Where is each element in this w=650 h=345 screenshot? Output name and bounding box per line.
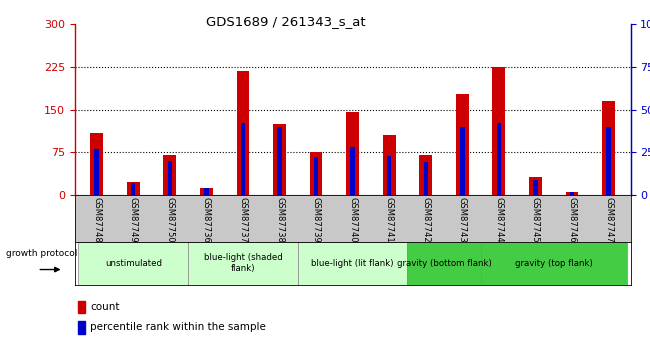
Text: GSM87740: GSM87740 (348, 197, 357, 243)
Text: GSM87742: GSM87742 (421, 197, 430, 243)
Bar (480, 241, 627, 285)
Bar (273, 124, 286, 195)
Text: GSM87750: GSM87750 (165, 197, 174, 243)
Bar (566, 192, 578, 195)
Text: GSM87737: GSM87737 (239, 197, 248, 243)
Bar (200, 188, 213, 195)
Bar (383, 135, 396, 195)
Bar (168, 161, 172, 195)
Bar (606, 127, 611, 195)
Text: GSM87748: GSM87748 (92, 197, 101, 243)
Bar (309, 152, 322, 195)
Bar (350, 147, 355, 195)
Bar (188, 241, 298, 285)
Bar (90, 134, 103, 195)
Text: GSM87746: GSM87746 (567, 197, 577, 243)
Bar (456, 93, 469, 195)
Text: blue-light (shaded
flank): blue-light (shaded flank) (203, 253, 282, 273)
Bar (163, 155, 176, 195)
Bar (419, 155, 432, 195)
Text: gravity (top flank): gravity (top flank) (515, 258, 593, 268)
Text: percentile rank within the sample: percentile rank within the sample (90, 322, 266, 332)
Text: GDS1689 / 261343_s_at: GDS1689 / 261343_s_at (206, 16, 366, 29)
Bar (497, 123, 501, 195)
Text: count: count (90, 302, 120, 312)
Bar (78, 301, 85, 313)
Bar (387, 156, 391, 195)
Bar (493, 67, 505, 195)
Bar (314, 157, 318, 195)
Text: blue-light (lit flank): blue-light (lit flank) (311, 258, 394, 268)
Bar (298, 241, 408, 285)
Bar (237, 71, 250, 195)
Bar (240, 123, 245, 195)
Bar (460, 127, 465, 195)
Bar (346, 112, 359, 195)
Text: GSM87741: GSM87741 (385, 197, 394, 243)
Bar (204, 188, 209, 195)
Bar (278, 127, 281, 195)
Text: GSM87743: GSM87743 (458, 197, 467, 243)
Text: GSM87739: GSM87739 (311, 197, 320, 243)
Bar (408, 241, 480, 285)
Text: GSM87745: GSM87745 (531, 197, 540, 243)
Text: GSM87736: GSM87736 (202, 197, 211, 243)
Bar (529, 177, 542, 195)
Text: GSM87738: GSM87738 (275, 197, 284, 243)
Bar (602, 101, 615, 195)
Text: GSM87749: GSM87749 (129, 197, 138, 243)
Bar (94, 149, 99, 195)
Bar (533, 179, 538, 195)
Text: gravity (bottom flank): gravity (bottom flank) (396, 258, 491, 268)
Text: GSM87744: GSM87744 (495, 197, 503, 243)
Text: growth protocol: growth protocol (6, 249, 77, 258)
Bar (570, 191, 574, 195)
Bar (127, 183, 140, 195)
Bar (79, 241, 188, 285)
Bar (131, 183, 135, 195)
Bar (78, 321, 85, 334)
Bar (424, 162, 428, 195)
Text: GSM87747: GSM87747 (604, 197, 613, 243)
Text: unstimulated: unstimulated (105, 258, 162, 268)
